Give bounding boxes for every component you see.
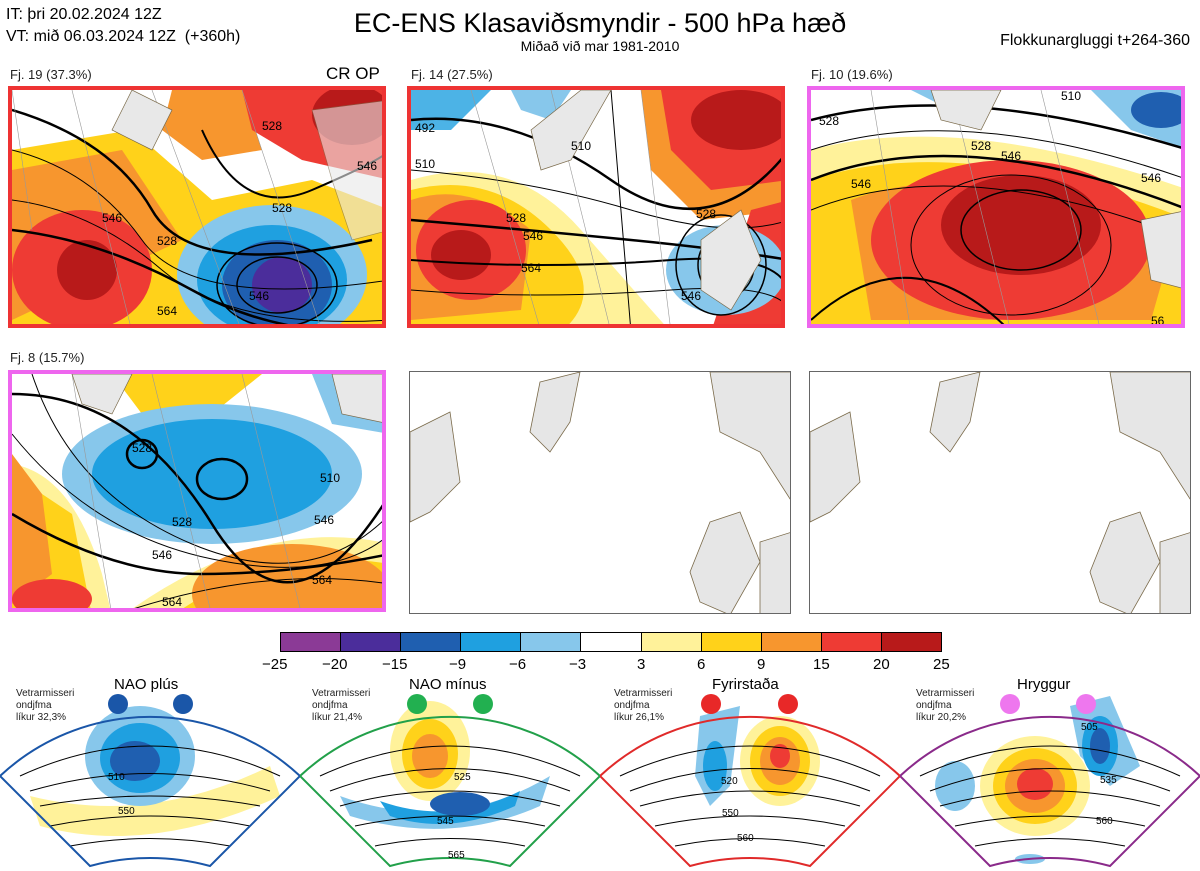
- colorbar-tick: 15: [813, 656, 830, 673]
- regime-contour-label: 565: [448, 850, 465, 861]
- cluster-4-map: 528 528 546 510 546 564 564: [8, 370, 386, 612]
- colorbar-swatch: [821, 633, 882, 651]
- cluster-1-label: Fj. 19 (37.3%): [10, 67, 92, 82]
- colorbar-tick: −3: [569, 656, 587, 673]
- empty-map-panel-1: [409, 371, 791, 614]
- contour-label: 546: [1141, 171, 1161, 185]
- regime-blocking-info: Vetrarmisseri ondjfma líkur 26,1%: [614, 688, 673, 723]
- page-subtitle: Miðað við mar 1981-2010: [520, 38, 680, 54]
- colorbar-tick: −9: [449, 656, 467, 673]
- cluster-3-map: 528 546 528 546 510 546 56: [807, 86, 1185, 328]
- cluster-2-label: Fj. 14 (27.5%): [411, 67, 493, 82]
- contour-label: 528: [696, 207, 716, 221]
- contour-label: 510: [415, 157, 435, 171]
- contour-label: 564: [157, 304, 177, 318]
- colorbar-tick: 3: [637, 656, 646, 673]
- contour-label: 564: [162, 595, 182, 609]
- contour-label: 546: [523, 229, 543, 243]
- contour-label: 546: [249, 289, 269, 303]
- contour-label: 528: [132, 441, 152, 455]
- regime-contour-label: 545: [437, 816, 454, 827]
- regime-blocking-map: 520 550 560: [600, 694, 900, 868]
- regime-nao-plus-map: 510 550: [0, 694, 300, 868]
- regime-nao-plus-title: NAO plús: [114, 676, 179, 693]
- contour-label: 546: [851, 177, 871, 191]
- regime-contour-label: 505: [1081, 722, 1098, 733]
- colorbar: [280, 632, 942, 652]
- empty-map-panel-2: [809, 371, 1191, 614]
- regime-contour-label: 560: [1096, 816, 1113, 827]
- page-title: EC-ENS Klasaviðsmyndir - 500 hPa hæð: [353, 8, 847, 38]
- colorbar-tick: −15: [382, 656, 408, 673]
- colorbar-swatch: [761, 633, 822, 651]
- regime-nao-plus-info: Vetrarmisseri ondjfma líkur 32,3%: [16, 688, 75, 723]
- colorbar-swatch: [701, 633, 762, 651]
- contour-label: 56: [1151, 314, 1165, 328]
- contour-label: 510: [320, 471, 340, 485]
- cluster-1-map: 528 528 546 528 546 564 546: [8, 86, 386, 328]
- colorbar-swatch: [521, 633, 582, 651]
- contour-label: 528: [157, 234, 177, 248]
- contour-label: 546: [102, 211, 122, 225]
- regime-contour-label: 560: [737, 833, 754, 844]
- contour-label: 528: [971, 139, 991, 153]
- contour-label: 546: [681, 289, 701, 303]
- regime-nao-minus-info: Vetrarmisseri ondjfma líkur 21,4%: [312, 688, 371, 723]
- cluster-2-map: 492 510 528 546 564 528 546 510: [407, 86, 785, 328]
- regime-contour-label: 525: [454, 772, 471, 783]
- regime-ridge-info: Vetrarmisseri ondjfma líkur 20,2%: [916, 688, 975, 723]
- regime-blocking-title: Fyrirstaða: [712, 676, 779, 693]
- colorbar-swatch: [581, 633, 642, 651]
- colorbar-swatch: [341, 633, 402, 651]
- contour-label: 510: [1061, 90, 1081, 103]
- colorbar-tick: 25: [933, 656, 950, 673]
- regime-contour-label: 510: [108, 772, 125, 783]
- contour-label: 510: [571, 139, 591, 153]
- colorbar-tick: −6: [509, 656, 527, 673]
- colorbar-swatch: [281, 633, 342, 651]
- regime-nao-minus-map: 525 545 565: [300, 694, 600, 868]
- cluster-1-tag: CR OP: [326, 64, 380, 83]
- colorbar-swatch: [461, 633, 522, 651]
- colorbar-tick: 9: [757, 656, 766, 673]
- colorbar-tick: −20: [322, 656, 348, 673]
- colorbar-swatch: [401, 633, 462, 651]
- contour-label: 528: [172, 515, 192, 529]
- contour-label: 546: [314, 513, 334, 527]
- regime-ridge-map: 505 535 560: [900, 694, 1200, 868]
- regime-contour-label: 550: [722, 808, 739, 819]
- classification-window: Flokkunargluggi t+264-360: [1000, 32, 1190, 49]
- colorbar-tick: 20: [873, 656, 890, 673]
- cluster-4-label: Fj. 8 (15.7%): [10, 350, 85, 365]
- contour-label: 546: [357, 159, 377, 173]
- contour-label: 546: [1001, 149, 1021, 163]
- cluster-3-label: Fj. 10 (19.6%): [811, 67, 893, 82]
- contour-label: 528: [506, 211, 526, 225]
- colorbar-tick: 6: [697, 656, 706, 673]
- contour-label: 564: [521, 261, 541, 275]
- contour-label: 492: [415, 121, 435, 135]
- init-time: IT: þri 20.02.2024 12Z VT: mið 06.03.202…: [6, 6, 241, 45]
- contour-label: 546: [152, 548, 172, 562]
- regime-ridge-title: Hryggur: [1017, 676, 1071, 693]
- contour-label: 528: [272, 201, 292, 215]
- contour-label: 528: [819, 114, 839, 128]
- regime-contour-label: 535: [1100, 775, 1117, 786]
- colorbar-swatch: [881, 633, 942, 651]
- regime-contour-label: 520: [721, 776, 738, 787]
- contour-label: 528: [262, 119, 282, 133]
- regime-nao-minus-title: NAO mínus: [409, 676, 487, 693]
- contour-label: 564: [312, 573, 332, 587]
- regime-contour-label: 550: [118, 806, 135, 817]
- colorbar-swatch: [641, 633, 702, 651]
- colorbar-tick: −25: [262, 656, 288, 673]
